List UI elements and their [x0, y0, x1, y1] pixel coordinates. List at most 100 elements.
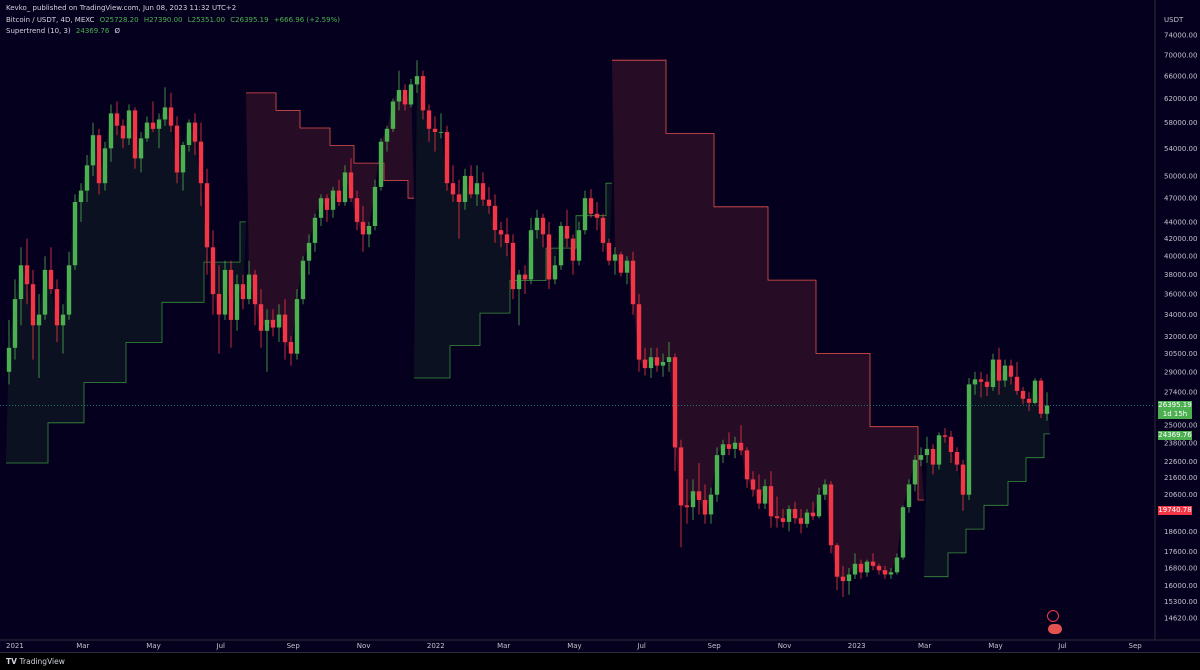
candle — [906, 479, 912, 513]
candle — [858, 559, 864, 579]
price-tick-label: 23800.00 — [1164, 439, 1197, 447]
candle-body — [810, 512, 816, 517]
candle — [606, 238, 612, 266]
price-tick-label: 25000.00 — [1164, 422, 1197, 430]
candle — [864, 559, 870, 577]
candle-body — [186, 122, 192, 145]
candle-body — [444, 132, 450, 184]
candle-body — [708, 494, 714, 515]
candle-body — [336, 190, 342, 202]
candle — [156, 113, 162, 149]
candle — [48, 247, 54, 294]
price-chart[interactable]: USDT 74000.00 70000.00 66000.00 62000.00 580… — [0, 0, 1200, 652]
candle-body — [582, 198, 588, 231]
candle — [756, 474, 762, 509]
candle — [504, 217, 510, 257]
candle-body — [498, 230, 504, 235]
candle-body — [942, 435, 948, 437]
time-tick-label: Mar — [497, 642, 510, 650]
candle-body — [960, 464, 966, 495]
candle — [570, 234, 576, 275]
price-axis[interactable]: USDT 74000.00 70000.00 66000.00 62000.00 580… — [1164, 16, 1197, 623]
time-tick-label: Jul — [636, 642, 646, 650]
candle-body — [318, 198, 324, 218]
candle — [270, 309, 276, 337]
candle — [630, 251, 636, 315]
candle — [822, 479, 828, 500]
ohlc-low: L25351.00 — [187, 16, 226, 24]
candle-body — [408, 84, 414, 105]
candle — [834, 543, 840, 591]
candle — [516, 269, 522, 326]
price-tick-label: 47000.00 — [1164, 195, 1197, 203]
candle — [918, 447, 924, 467]
candle-body — [234, 284, 240, 320]
candle-body — [504, 234, 510, 243]
candle-body — [228, 269, 234, 320]
candle-body — [750, 479, 756, 490]
candle-body — [1014, 376, 1020, 391]
candle — [36, 294, 42, 378]
candle-body — [834, 545, 840, 577]
candle — [492, 194, 498, 243]
time-axis[interactable]: 2021 Mar May Jul Sep Nov 2022 Mar May Jul Sep Nov 20… — [6, 642, 1142, 650]
price-tick-label: 32000.00 — [1164, 333, 1197, 341]
tradingview-logo[interactable]: TV TradingView — [6, 657, 65, 666]
candle-body — [678, 447, 684, 506]
candle-body — [216, 294, 222, 315]
candle-body — [90, 135, 96, 166]
candle-body — [648, 357, 654, 369]
candle-body — [396, 90, 402, 102]
candle-body — [132, 110, 138, 159]
candle — [192, 113, 198, 155]
supertrend-tag: 24369.76 — [1158, 431, 1192, 440]
lightning-icon[interactable] — [1047, 610, 1059, 622]
supertrend-line-down — [246, 92, 414, 199]
candle — [276, 304, 282, 342]
candle — [84, 155, 90, 202]
candle-body — [192, 122, 198, 142]
candle-body — [1020, 390, 1026, 399]
symbol-name[interactable]: Bitcoin / USDT, 4D, MEXC — [6, 16, 95, 24]
candle-body — [744, 450, 750, 480]
candle-body — [342, 172, 348, 203]
price-tick-label: 40000.00 — [1164, 253, 1197, 261]
candle — [624, 256, 630, 285]
last-price-tag: 26395.19 1d 15h — [1158, 401, 1192, 419]
candle — [666, 342, 672, 372]
candle — [846, 568, 852, 595]
candle-body — [924, 448, 930, 456]
candle — [420, 70, 426, 120]
candle-body — [546, 234, 552, 280]
indicator-legend[interactable]: Supertrend (10, 3) 24369.76 Ø — [6, 27, 123, 35]
candle — [600, 213, 606, 252]
candle — [768, 471, 774, 528]
candle — [402, 84, 408, 111]
candle — [510, 234, 516, 300]
candle-body — [972, 379, 978, 385]
price-tick-label: 22600.00 — [1164, 458, 1197, 466]
candle — [90, 122, 96, 176]
candle — [348, 158, 354, 202]
candle — [306, 234, 312, 275]
candle — [396, 70, 402, 111]
candle-body — [558, 226, 564, 266]
candle-body — [804, 512, 810, 524]
candle — [1032, 378, 1038, 405]
candle — [816, 487, 822, 519]
candle-body — [768, 486, 774, 517]
candle — [930, 444, 936, 475]
candle — [534, 209, 540, 239]
candle — [642, 347, 648, 376]
candle-body — [1008, 365, 1014, 377]
candle-body — [180, 145, 186, 173]
candle-body — [654, 357, 660, 366]
price-tick-label: 74000.00 — [1164, 32, 1197, 40]
footer-bar: TV TradingView — [0, 652, 1200, 670]
candle — [558, 221, 564, 270]
candle — [318, 194, 324, 226]
earnings-flag-icon[interactable] — [1048, 624, 1062, 634]
candle-body — [894, 557, 900, 573]
candle — [18, 247, 24, 326]
candle — [384, 125, 390, 152]
